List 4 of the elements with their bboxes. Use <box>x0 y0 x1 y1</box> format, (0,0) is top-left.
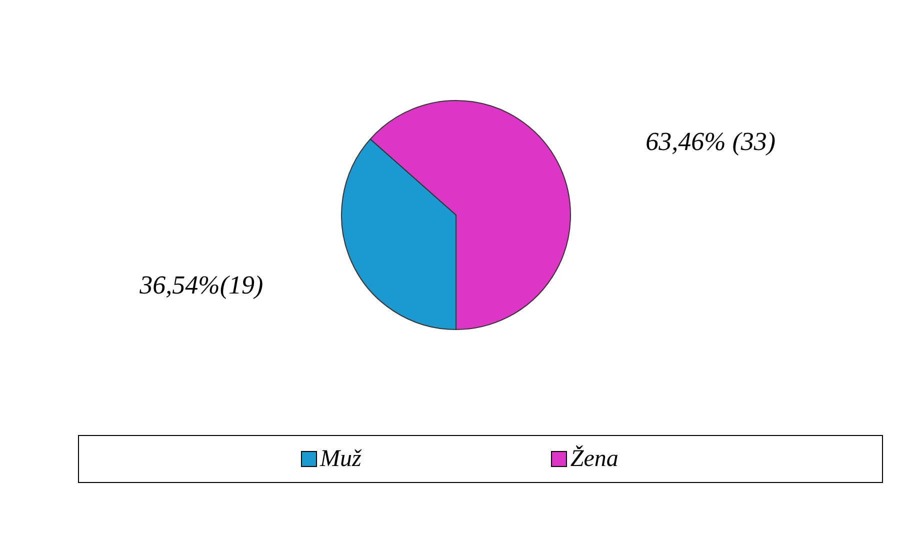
data-label: 63,46% (33) <box>646 127 776 156</box>
data-label: 36,54%(19) <box>138 270 264 300</box>
legend-label: Muž <box>320 446 362 472</box>
legend-label: Žena <box>570 446 618 472</box>
